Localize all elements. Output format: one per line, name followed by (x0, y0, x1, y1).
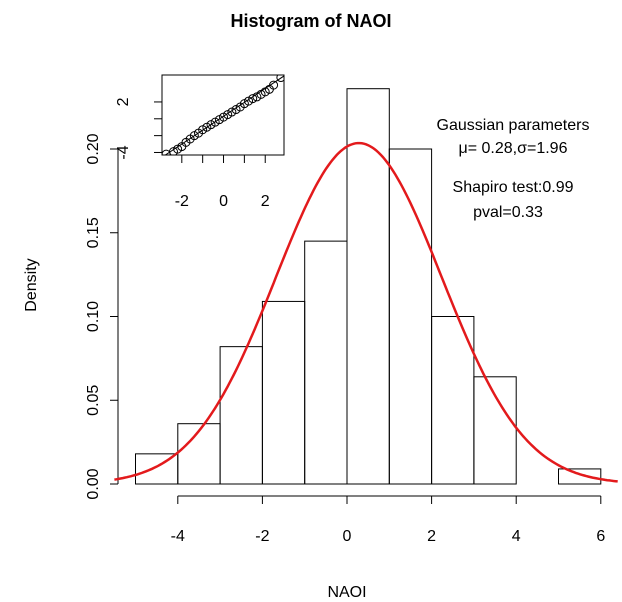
bar (558, 468, 602, 485)
y-tick-label: 0.00 (85, 468, 102, 499)
annotation: Gaussian parameters (437, 117, 590, 134)
chart-title: Histogram of NAOI (230, 11, 391, 31)
bar (219, 346, 263, 485)
x-tick-label: -2 (175, 193, 189, 210)
annotation: μ= 0.28,σ=1.96 (459, 140, 568, 157)
bar (473, 376, 517, 485)
y-tick-label: -4 (115, 145, 132, 159)
x-tick-label: -4 (171, 528, 185, 545)
x-tick-label: 0 (343, 528, 352, 545)
y-tick-label: 0.20 (85, 133, 102, 164)
bar (261, 300, 306, 485)
qq-line (164, 75, 284, 155)
y-axis-label: Density (23, 258, 40, 311)
annotation: pval=0.33 (473, 204, 543, 221)
x-axis-label: NAOI (327, 584, 366, 601)
x-tick-label: 2 (261, 193, 270, 210)
x-tick-label: 4 (512, 528, 521, 545)
density-curve (114, 141, 618, 483)
qq-points (162, 75, 284, 155)
y-tick-label: 0.10 (85, 301, 102, 332)
bar (304, 240, 348, 485)
y-tick-label: 2 (115, 97, 132, 106)
qq-point (248, 94, 258, 104)
inset-frame (161, 74, 285, 156)
bar (346, 88, 390, 485)
qq-point (276, 75, 284, 83)
annotation: Shapiro test:0.99 (453, 179, 574, 196)
x-tick-label: 2 (427, 528, 436, 545)
x-tick-label: 6 (596, 528, 605, 545)
y-tick-label: 0.05 (85, 385, 102, 416)
y-tick-label: 0.15 (85, 217, 102, 248)
x-tick-label: -2 (255, 528, 269, 545)
x-tick-label: 0 (219, 193, 228, 210)
bar (388, 148, 433, 485)
